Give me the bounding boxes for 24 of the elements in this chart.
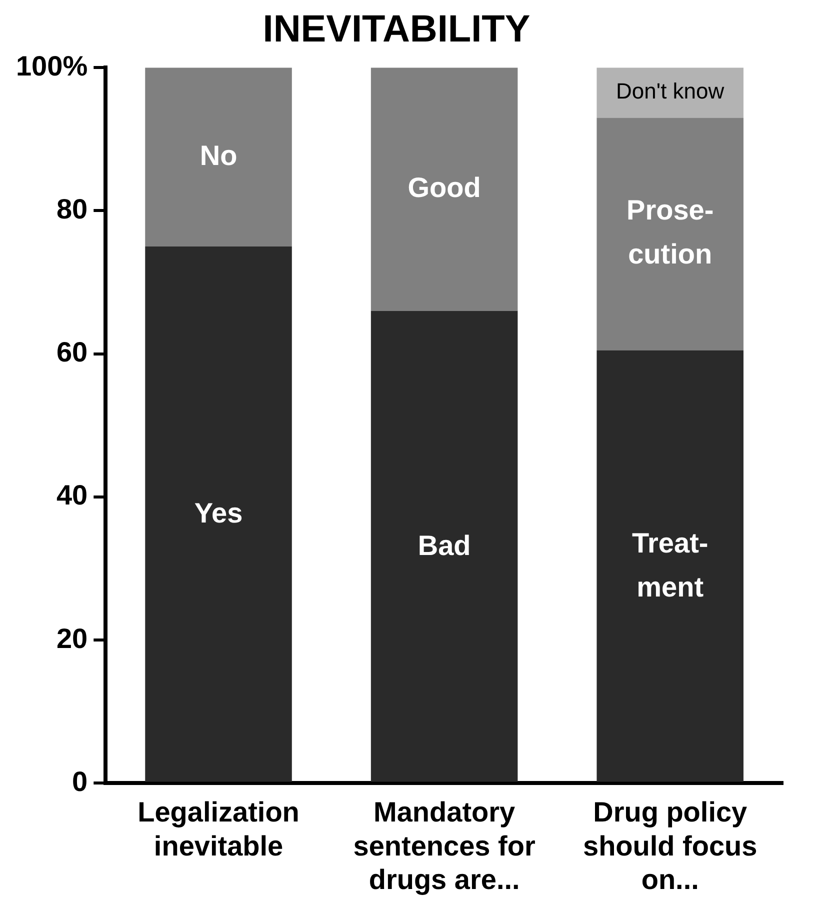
y-tick-label: 80 [56, 193, 88, 224]
annotation: Yes [194, 498, 243, 529]
annotation: No [200, 140, 238, 171]
annotation: Prose- cution [626, 194, 714, 270]
annotation: Don't know [616, 78, 724, 104]
y-tick-label: 0 [72, 766, 88, 797]
bar [145, 246, 292, 782]
chart-title: INEVITABILITY [262, 8, 530, 50]
annotation: Bad [418, 530, 471, 561]
y-tick-label: 40 [56, 480, 88, 511]
bar [370, 310, 518, 782]
x-tick-label: Mandatory sentences for drugs are... [353, 796, 536, 895]
bar [596, 350, 744, 782]
y-tick-label: 20 [56, 622, 88, 654]
bar [596, 68, 744, 118]
y-tick-label: 100% [16, 50, 88, 82]
bar [596, 118, 744, 350]
annotation: Treat- ment [632, 527, 708, 602]
x-tick-label: Legalization inevitable [138, 796, 300, 862]
x-tick-label: Drug policy should focus on... [582, 796, 758, 895]
annotation: Good [408, 172, 481, 203]
y-tick-label: 60 [56, 336, 88, 368]
bar [370, 68, 518, 311]
bar [145, 68, 292, 246]
